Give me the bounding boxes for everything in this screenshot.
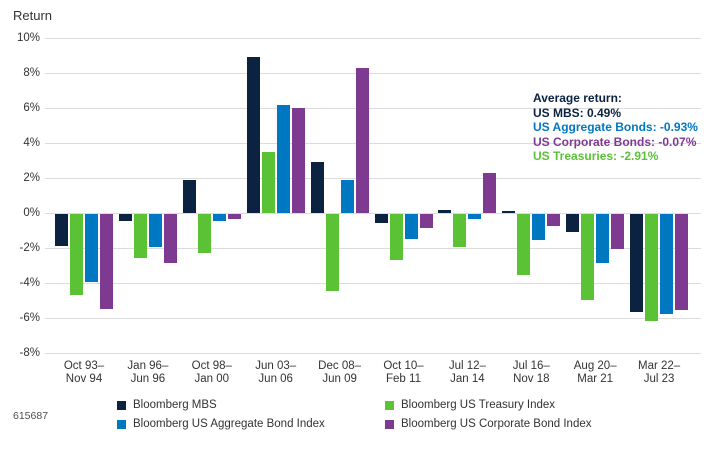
legend-item: Bloomberg US Corporate Bond Index xyxy=(385,417,592,431)
bar xyxy=(291,108,305,213)
gridline xyxy=(45,143,701,144)
bar xyxy=(85,214,98,283)
bar xyxy=(660,214,674,314)
bar xyxy=(276,104,290,213)
y-tick-label: 4% xyxy=(23,137,40,149)
bar xyxy=(483,172,497,213)
legend-swatch-icon xyxy=(117,419,126,429)
gridline xyxy=(45,178,701,179)
gridline xyxy=(45,318,701,319)
bar xyxy=(502,211,516,213)
annotation-line: US Treasuries: -2.91% xyxy=(533,149,659,164)
average-return-annotation: Average return: US MBS: 0.49% US Aggregate… xyxy=(533,91,698,164)
bar xyxy=(453,214,467,248)
bar xyxy=(611,214,625,249)
gridline xyxy=(45,283,701,284)
y-axis-title: Return xyxy=(13,8,53,23)
x-tick-label: Mar 22– Jul 23 xyxy=(638,360,681,385)
annotation-line: US Corporate Bonds: -0.07% xyxy=(533,134,697,149)
bar xyxy=(182,179,196,213)
bar xyxy=(468,214,482,220)
legend-item: Bloomberg US Aggregate Bond Index xyxy=(117,417,325,431)
bar xyxy=(197,214,211,253)
gridline xyxy=(45,213,701,214)
legend-label: Bloomberg US Aggregate Bond Index xyxy=(133,418,325,430)
plot-area: 10% 8% 6% 4% 2% 0% -2% -4% -6% -8% Oct 93– Nov 94 J… xyxy=(17,32,701,385)
bar xyxy=(310,162,324,213)
y-tick-label: 10% xyxy=(16,32,40,44)
gridline xyxy=(45,248,701,249)
bar xyxy=(212,214,226,221)
gridline xyxy=(45,38,701,39)
bar xyxy=(100,214,113,309)
legend-swatch-icon xyxy=(117,400,126,410)
legend-item: Bloomberg US Treasury Index xyxy=(385,398,555,412)
x-tick-label: Dec 08– Jun 09 xyxy=(318,360,362,385)
bar xyxy=(340,179,354,213)
bar xyxy=(70,214,83,295)
legend-label: Bloomberg MBS xyxy=(133,399,217,411)
bar xyxy=(133,214,147,258)
bar xyxy=(630,214,644,312)
bar xyxy=(419,214,433,228)
bar xyxy=(325,214,339,291)
y-tick-label: 2% xyxy=(23,172,40,184)
gridline xyxy=(45,73,701,74)
annotation-line: Average return: xyxy=(533,91,622,105)
annotation-line: US MBS: 0.49% xyxy=(533,105,622,120)
bar xyxy=(547,214,561,227)
legend-label: Bloomberg US Treasury Index xyxy=(401,399,556,411)
annotation-line: US Aggregate Bonds: -0.93% xyxy=(533,120,698,135)
bar xyxy=(581,214,595,300)
bar xyxy=(596,214,610,263)
x-tick-label: Oct 10– Feb 11 xyxy=(383,360,424,385)
legend-item: Bloomberg MBS xyxy=(117,398,217,412)
bar xyxy=(374,214,388,223)
x-tick-label: Jul 12– Jan 14 xyxy=(448,360,486,385)
bar xyxy=(246,57,260,213)
bar xyxy=(404,214,418,239)
bar xyxy=(261,151,275,213)
x-tick-label: Jan 96– Jun 96 xyxy=(127,360,169,385)
legend-swatch-icon xyxy=(385,419,394,429)
gridline xyxy=(45,108,701,109)
y-tick-label: -6% xyxy=(19,312,40,324)
legend-swatch-icon xyxy=(385,400,394,410)
y-tick-label: 8% xyxy=(23,67,40,79)
y-tick-label: -2% xyxy=(19,242,40,254)
bar xyxy=(566,214,580,232)
footnote-id: 615687 xyxy=(13,410,49,422)
x-tick-label: Oct 98– Jan 00 xyxy=(191,360,232,385)
bar xyxy=(148,214,162,248)
bar xyxy=(389,214,403,260)
y-tick-label: 0% xyxy=(23,207,40,219)
bar xyxy=(227,214,241,220)
gridline xyxy=(45,353,701,354)
bar xyxy=(163,214,177,263)
bar xyxy=(675,214,689,311)
y-tick-label: -8% xyxy=(19,347,40,359)
bar xyxy=(438,209,452,213)
bar xyxy=(355,67,369,213)
y-tick-label: 6% xyxy=(23,102,40,114)
x-tick-label: Oct 93– Nov 94 xyxy=(63,360,105,385)
legend-label: Bloomberg US Corporate Bond Index xyxy=(401,418,592,430)
x-tick-label: Jul 16– Nov 18 xyxy=(512,360,550,385)
x-tick-label: Jun 03– Jun 06 xyxy=(255,360,297,385)
bar xyxy=(517,214,531,276)
bar xyxy=(118,214,132,221)
bar xyxy=(645,214,659,321)
bar xyxy=(532,214,546,241)
x-tick-label: Aug 20– Mar 21 xyxy=(573,360,617,385)
bar xyxy=(55,214,68,246)
y-tick-label: -4% xyxy=(19,277,40,289)
